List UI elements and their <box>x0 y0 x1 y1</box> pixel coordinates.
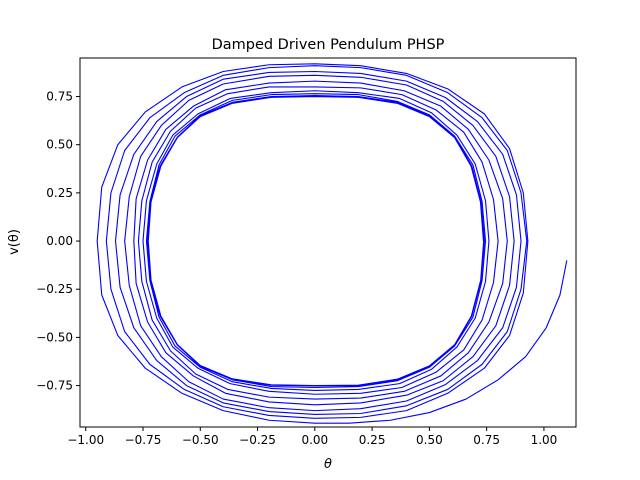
x-tick-label: 1.00 <box>531 433 558 447</box>
y-tick-label: −0.75 <box>36 379 73 393</box>
plot-content <box>96 63 568 424</box>
plot-frame <box>79 57 577 428</box>
chart-title: Damped Driven Pendulum PHSP <box>212 37 445 53</box>
y-axis-ticks: −0.75 −0.50 −0.25 0.00 0.25 0.50 0.75 <box>36 90 80 393</box>
x-tick-label: −0.75 <box>125 433 162 447</box>
x-tick-label: 0.00 <box>301 433 328 447</box>
y-tick-label: 0.25 <box>46 186 73 200</box>
y-tick-label: 0.00 <box>46 234 73 248</box>
y-tick-label: 0.75 <box>46 90 73 104</box>
x-tick-label: 0.75 <box>473 433 500 447</box>
trajectory-line-0 <box>96 63 568 424</box>
x-tick-label: −0.50 <box>182 433 219 447</box>
x-axis-label: θ <box>324 457 332 472</box>
x-tick-label: −0.25 <box>239 433 276 447</box>
y-tick-label: −0.50 <box>36 330 73 344</box>
x-axis-ticks: −1.00 −0.75 −0.50 −0.25 0.00 0.25 0.50 0.75 1.00 <box>67 427 557 447</box>
x-tick-label: 0.50 <box>416 433 443 447</box>
y-axis-label: v(θ) <box>7 229 22 255</box>
y-tick-label: 0.50 <box>46 138 73 152</box>
x-tick-label: 0.25 <box>359 433 386 447</box>
x-tick-label: −1.00 <box>67 433 104 447</box>
y-tick-label: −0.25 <box>36 282 73 296</box>
